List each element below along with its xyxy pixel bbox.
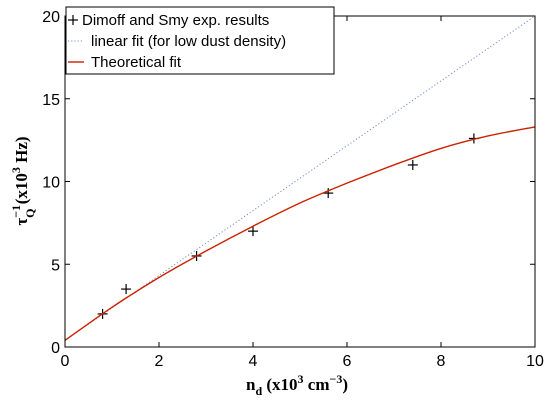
y-tick-label: 0 [51, 340, 60, 357]
x-tick-label: 4 [249, 353, 258, 370]
x-tick-label: 10 [526, 353, 544, 370]
y-tick-label: 20 [42, 9, 60, 26]
x-tick-label: 0 [61, 353, 70, 370]
y-tick-label: 5 [51, 257, 60, 274]
legend-entry-theoretical-fit: Theoretical fit [68, 54, 182, 71]
series-theoretical-fit-line [64, 126, 536, 341]
x-tick-label: 6 [343, 353, 352, 370]
legend-entry-linear-fit: linear fit (for low dust density) [68, 33, 286, 50]
y-tick-label: 10 [42, 175, 60, 192]
data-point-plus [323, 188, 334, 199]
legend-label-experimental: Dimoff and Smy exp. results [82, 12, 269, 29]
x-axis-title: nd (x103 cm−3) [246, 372, 348, 398]
legend-label-theoretical-fit: Theoretical fit [91, 54, 182, 71]
series-experimental-points [97, 133, 479, 319]
data-point-plus [407, 159, 418, 170]
x-tick-label: 8 [437, 353, 446, 370]
data-point-plus [121, 284, 132, 295]
legend-box [65, 6, 335, 75]
legend: Dimoff and Smy exp. results linear fit (… [65, 6, 335, 75]
plot-area [64, 15, 536, 341]
y-axis-title: τ−1Q (x103 Hz) [9, 136, 37, 225]
legend-label-linear-fit: linear fit (for low dust density) [91, 33, 286, 50]
legend-marker-plus [68, 15, 78, 25]
data-point-plus [248, 226, 258, 237]
legend-entry-experimental: Dimoff and Smy exp. results [68, 12, 269, 29]
y-tick-label: 15 [42, 92, 60, 109]
x-tick-label: 2 [155, 353, 164, 370]
